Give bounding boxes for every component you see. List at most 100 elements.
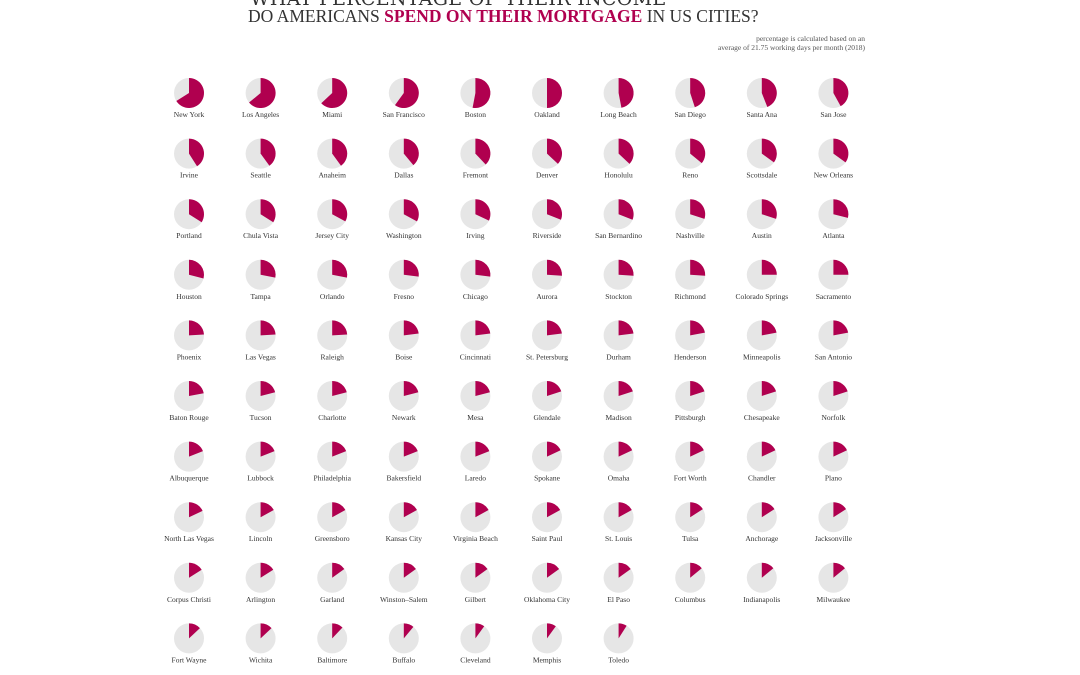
pie-slice-mortgage-share <box>403 441 418 457</box>
city-label: Denver <box>536 171 559 180</box>
city-pie-group: Anchorage <box>745 502 779 543</box>
city-pie-group: Sacramento <box>816 259 851 301</box>
city-pie-group: Fort Worth <box>674 441 707 483</box>
pie-slice-mortgage-share <box>547 259 562 276</box>
city-pie-group: Nashville <box>675 199 705 240</box>
city-pie-group: Tampa <box>245 259 276 301</box>
city-pie-group: New York <box>174 78 204 119</box>
chart-title-line1: WHAT PERCENTAGE OF THEIR INCOME <box>250 0 667 10</box>
city-pie-group: Boise <box>388 320 419 361</box>
city-label: Reno <box>682 171 698 180</box>
pie-slice-mortgage-share <box>332 562 345 578</box>
city-label: Chesapeake <box>744 413 780 422</box>
city-label: Boston <box>465 110 487 119</box>
city-pie-group: Stockton <box>603 259 634 301</box>
pie-slice-mortgage-share <box>833 502 847 518</box>
city-label: Garland <box>320 595 344 604</box>
pie-slice-mortgage-share <box>403 259 419 277</box>
city-label: Scottsdale <box>746 171 777 180</box>
city-label: Baltimore <box>317 655 348 664</box>
pie-slice-mortgage-share <box>833 381 848 396</box>
city-label: Lincoln <box>249 534 273 543</box>
city-pie-group: Spokane <box>532 441 562 483</box>
pie-slice-mortgage-share <box>690 199 706 219</box>
city-label: Santa Ana <box>746 110 777 119</box>
city-label: Plano <box>825 474 842 483</box>
city-label: Honolulu <box>604 171 633 180</box>
pie-slice-mortgage-share <box>475 199 491 221</box>
city-pie-group: Wichita <box>245 623 276 664</box>
pie-slice-mortgage-share <box>260 259 276 278</box>
city-label: Fort Wayne <box>172 655 208 664</box>
city-pie-group: Henderson <box>674 320 707 361</box>
city-label: San Francisco <box>383 110 426 119</box>
city-label: Fremont <box>463 171 489 180</box>
pie-slice-mortgage-share <box>547 199 562 220</box>
city-label: Laredo <box>465 474 486 483</box>
city-label: Winston–Salem <box>380 595 428 604</box>
pie-slice-mortgage-share <box>332 381 347 396</box>
pie-slice-mortgage-share <box>260 138 276 166</box>
city-label: Philadelphia <box>313 474 351 483</box>
city-pie-group: Fremont <box>460 138 491 180</box>
city-label: Raleigh <box>321 352 345 361</box>
city-pie-group: Colorado Springs <box>735 259 788 301</box>
pie-slice-mortgage-share <box>761 199 777 219</box>
city-pie-group: Anaheim <box>317 138 348 180</box>
city-label: Charlotte <box>318 413 347 422</box>
pie-slice-mortgage-share <box>833 562 845 578</box>
pie-slice-mortgage-share <box>618 199 634 220</box>
pie-slice-mortgage-share <box>189 199 204 223</box>
pie-slice-mortgage-share <box>761 502 775 518</box>
city-label: Washington <box>386 231 422 240</box>
pie-slice-mortgage-share <box>761 320 777 336</box>
city-label: Chula Vista <box>243 231 279 240</box>
city-pie-group: Durham <box>603 320 634 361</box>
pie-slice-mortgage-share <box>690 502 703 518</box>
city-label: Albuquerque <box>169 474 209 483</box>
pie-slice-mortgage-share <box>547 623 556 639</box>
city-label: Glendale <box>533 413 561 422</box>
city-label: Long Beach <box>600 110 637 119</box>
pie-slice-mortgage-share <box>260 199 276 223</box>
pie-slice-mortgage-share <box>547 441 561 457</box>
city-label: Memphis <box>533 655 561 664</box>
city-pie-group: Honolulu <box>603 138 634 180</box>
pie-slice-mortgage-share <box>332 138 348 166</box>
city-pie-group: Bakersfield <box>387 441 421 483</box>
city-pie-group: Greensboro <box>315 502 350 543</box>
city-label: Phoenix <box>177 352 202 361</box>
city-label: Spokane <box>534 474 561 483</box>
city-pie-group: Buffalo <box>388 623 419 664</box>
pie-slice-mortgage-share <box>833 259 849 275</box>
city-label: Irving <box>466 231 485 240</box>
pie-slice-mortgage-share <box>260 441 275 457</box>
pie-slice-mortgage-share <box>260 381 276 396</box>
pie-slice-mortgage-share <box>690 138 706 164</box>
city-pie-group: Santa Ana <box>746 78 778 119</box>
city-pie-group: Saint Paul <box>532 502 562 543</box>
city-pie-group: New Orleans <box>814 138 853 180</box>
city-pie-group: Scottsdale <box>746 138 778 180</box>
pie-slice-mortgage-share <box>618 138 634 164</box>
pie-slice-mortgage-share <box>332 441 347 457</box>
city-label: Riverside <box>533 231 562 240</box>
city-pie-group: Columbus <box>675 562 706 604</box>
city-pie-group: Chula Vista <box>243 199 279 240</box>
pie-slice-mortgage-share <box>547 320 562 336</box>
pie-slice-mortgage-share <box>833 78 849 107</box>
pie-slice-mortgage-share <box>761 138 777 163</box>
city-label: Norfolk <box>822 413 846 422</box>
city-label: San Bernardino <box>595 231 642 240</box>
city-label: Austin <box>752 231 772 240</box>
city-label: Tulsa <box>682 534 699 543</box>
pie-slice-mortgage-share <box>761 562 774 578</box>
pie-slice-mortgage-share <box>761 381 777 396</box>
city-pie-group: Reno <box>675 138 706 180</box>
city-pie-group: Philadelphia <box>313 441 352 483</box>
city-pie-group: North Las Vegas <box>164 502 214 543</box>
city-label: Lubbock <box>247 474 274 483</box>
city-label: Greensboro <box>315 534 350 543</box>
city-pie-group: Irvine <box>174 138 205 180</box>
